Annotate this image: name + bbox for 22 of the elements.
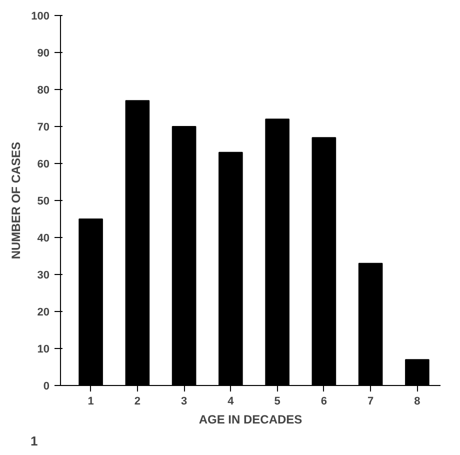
y-tick-label: 80 [37,84,50,96]
x-tick-label: 2 [134,396,140,408]
y-tick-label: 40 [37,232,50,244]
y-tick-label: 100 [31,10,50,22]
text: 1 [30,434,38,448]
x-tick-label: 7 [368,396,374,408]
y-axis-title: NUMBER OF CASES [9,142,24,260]
y-tick-label: 20 [37,306,50,318]
x-tick-label: 8 [414,396,420,408]
y-tick-label: 30 [37,270,50,282]
x-tick-label: 4 [228,396,235,408]
y-tick-label: 90 [37,48,50,60]
x-tick-label: 3 [181,396,188,408]
x-tick-label: 6 [320,396,327,408]
y-tick-label: 10 [37,344,50,356]
y-tick-label: 50 [37,196,50,208]
x-axis-title: AGE IN DECADES [198,412,302,426]
y-tick-label: 70 [37,122,50,134]
y-tick-label: 60 [37,158,50,170]
y-tick-label: 0 [43,380,50,392]
x-tick-label: 5 [274,396,280,408]
x-tick-label: 1 [88,396,94,408]
